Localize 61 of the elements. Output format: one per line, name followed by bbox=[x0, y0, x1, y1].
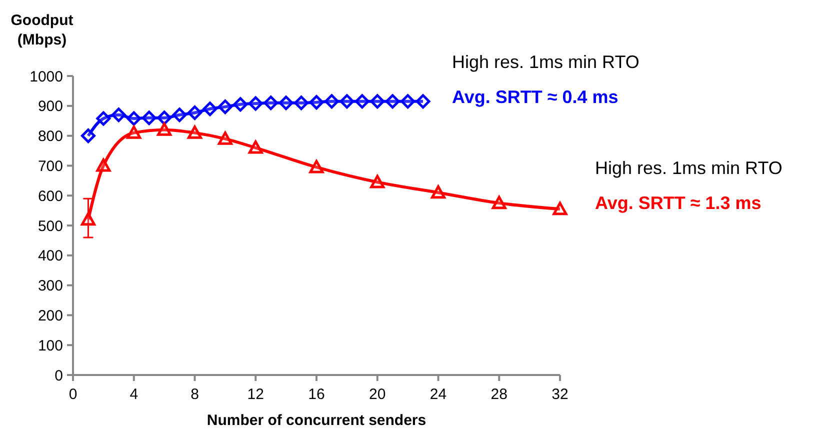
point bbox=[416, 94, 430, 109]
y-tick-label: 800 bbox=[38, 128, 63, 146]
point bbox=[126, 126, 142, 139]
point bbox=[385, 94, 400, 109]
y-tick-label: 600 bbox=[38, 188, 63, 205]
point bbox=[96, 111, 111, 126]
point bbox=[324, 94, 339, 109]
point bbox=[248, 140, 263, 154]
x-tick-label: 8 bbox=[190, 386, 199, 403]
text: High res. 1ms min RTO bbox=[595, 158, 782, 178]
point bbox=[294, 96, 309, 110]
point bbox=[142, 110, 156, 126]
y-tick-label: 400 bbox=[38, 248, 63, 265]
point bbox=[309, 95, 324, 110]
y-tick-label: 500 bbox=[38, 218, 63, 235]
point bbox=[248, 96, 263, 111]
point bbox=[354, 94, 370, 109]
x-tick-label: 24 bbox=[430, 386, 447, 403]
x-tick-label: 4 bbox=[130, 386, 138, 403]
point bbox=[96, 158, 111, 172]
point bbox=[431, 185, 446, 199]
text: High res. 1ms min RTO bbox=[452, 52, 640, 72]
point bbox=[188, 126, 202, 139]
point bbox=[552, 202, 568, 216]
x-tick-label: 32 bbox=[552, 386, 568, 403]
y-tick-label: 1000 bbox=[30, 68, 63, 86]
point bbox=[309, 160, 324, 174]
y-tick-label: 100 bbox=[38, 337, 63, 354]
x-tick-label: 28 bbox=[490, 386, 508, 403]
y-axis-title: Goodput (Mbps) bbox=[10, 12, 74, 48]
point bbox=[126, 111, 142, 126]
x-axis-title: Number of concurrent senders bbox=[206, 412, 426, 429]
point bbox=[340, 94, 354, 109]
y-tick-label: 700 bbox=[38, 158, 63, 175]
point bbox=[370, 174, 385, 188]
point bbox=[218, 100, 232, 114]
point bbox=[172, 108, 187, 122]
point bbox=[80, 128, 96, 144]
x-tick-label: 20 bbox=[369, 386, 386, 403]
point bbox=[218, 132, 232, 145]
point bbox=[157, 122, 172, 136]
point bbox=[400, 94, 416, 109]
point bbox=[80, 212, 96, 226]
point bbox=[492, 196, 506, 210]
x-tick-label: 16 bbox=[308, 386, 325, 403]
x-tick-label: 12 bbox=[247, 386, 264, 403]
point bbox=[370, 94, 385, 109]
point bbox=[157, 110, 172, 126]
point bbox=[111, 108, 126, 122]
series-label: Avg. SRTT ≈ 0.4 ms bbox=[452, 87, 618, 107]
y-tick-label: 900 bbox=[38, 98, 63, 116]
point bbox=[278, 96, 294, 110]
point bbox=[202, 102, 218, 116]
x-tick-label: 0 bbox=[68, 386, 78, 403]
series-label: Avg. SRTT ≈ 1.3 ms bbox=[595, 193, 762, 213]
point bbox=[188, 106, 202, 120]
point bbox=[233, 97, 248, 112]
y-tick-label: 200 bbox=[38, 307, 63, 324]
y-tick-label: 300 bbox=[38, 278, 63, 295]
point bbox=[264, 96, 278, 110]
y-tick-label: 0 bbox=[54, 367, 63, 384]
